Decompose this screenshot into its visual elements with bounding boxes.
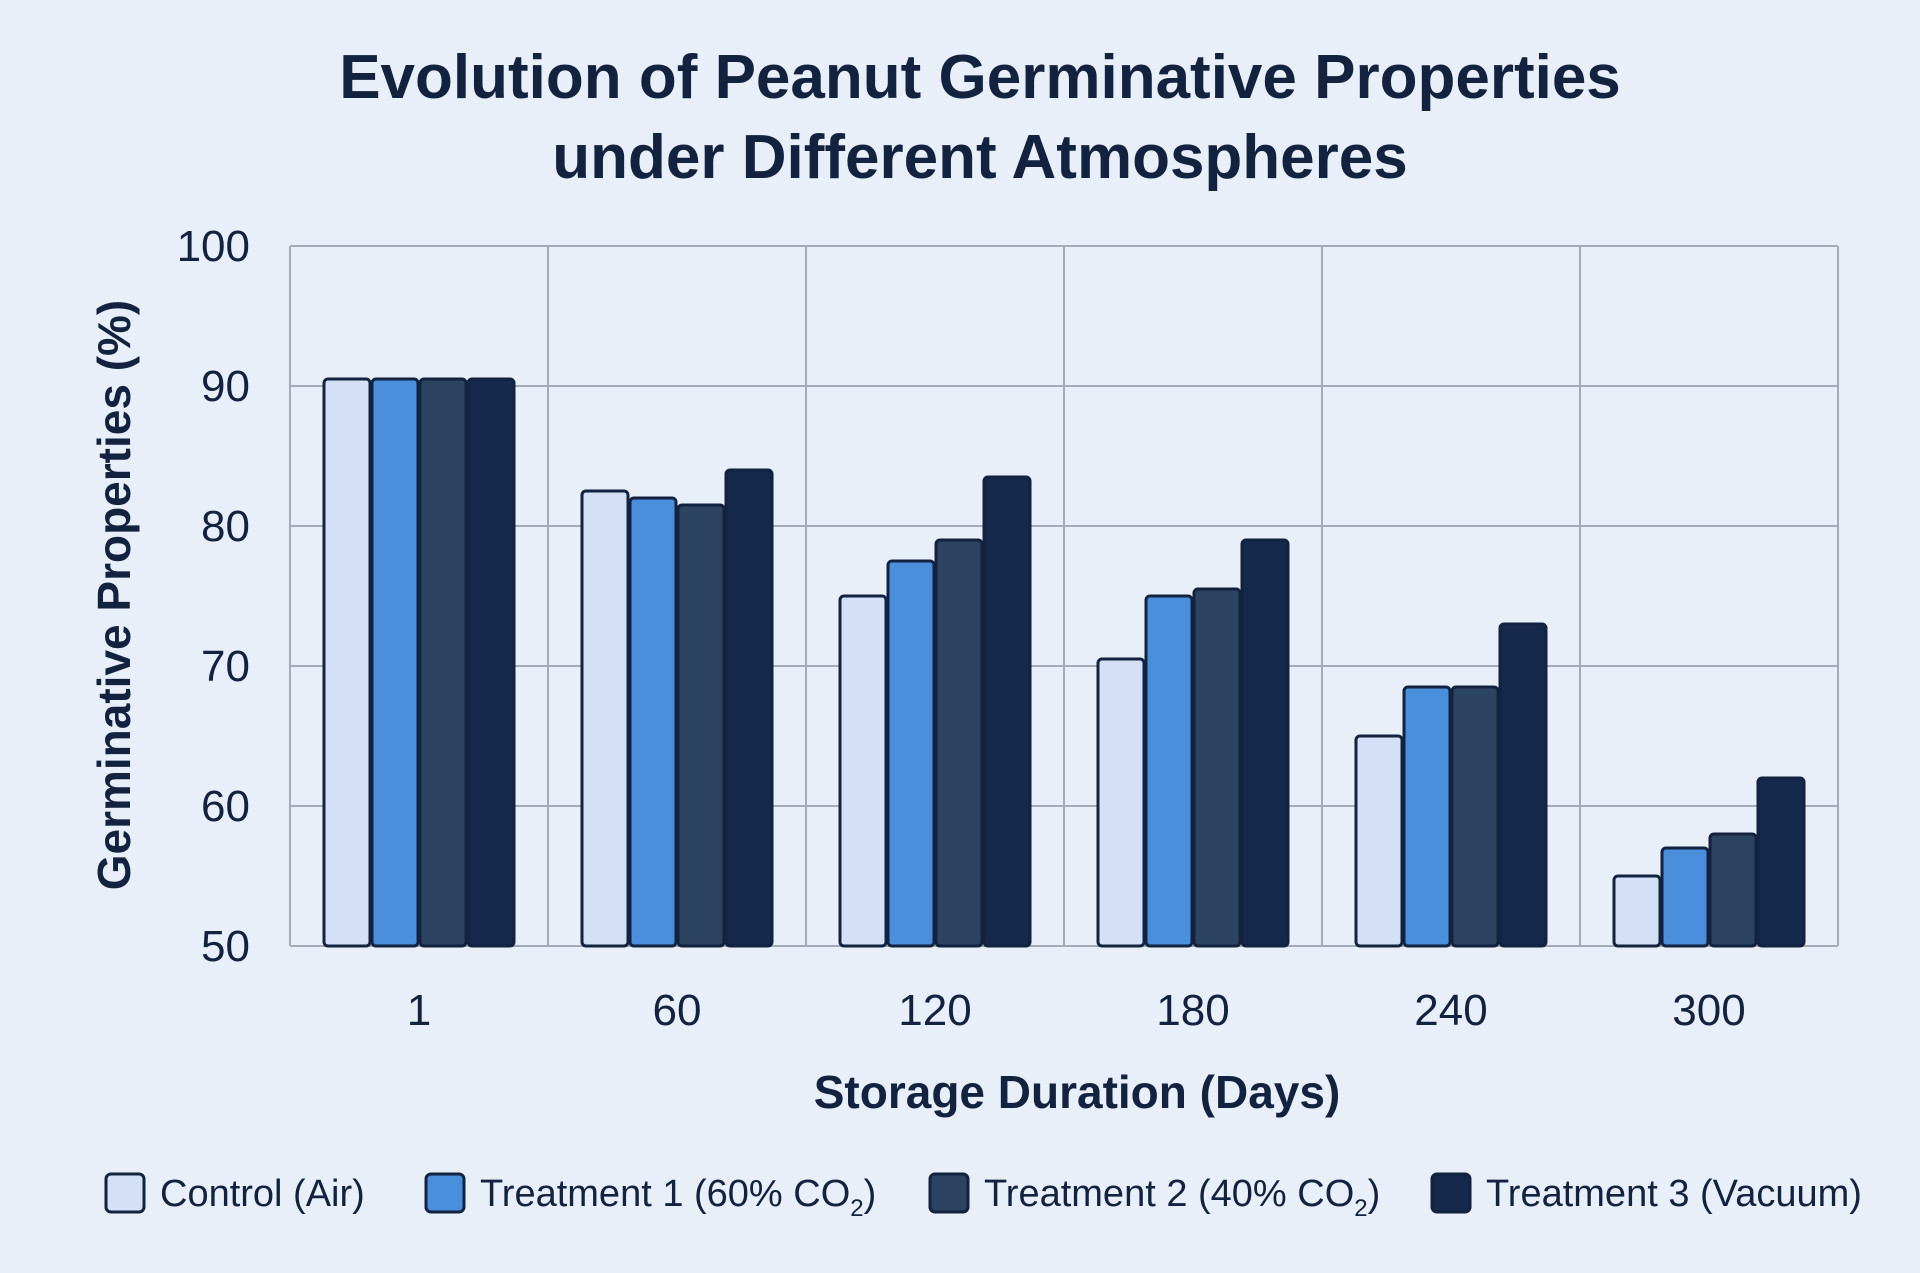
chart-title-line-1: Evolution of Peanut Germinative Properti…: [339, 43, 1621, 112]
legend-swatch: [1430, 1172, 1472, 1214]
x-tick-label: 180: [1156, 986, 1229, 1035]
bar: [838, 594, 888, 948]
y-tick-label: 80: [201, 502, 250, 551]
grid-layer: [289, 245, 1839, 947]
legend-label: Treatment 2 (40% CO2): [984, 1173, 1380, 1222]
bar: [1450, 685, 1500, 948]
x-tick-label: 1: [407, 986, 431, 1035]
legend-label-tail: ): [1368, 1173, 1381, 1215]
bar: [322, 377, 372, 948]
legend-label-subscript: 2: [850, 1195, 863, 1222]
legend-label: Treatment 3 (Vacuum): [1486, 1173, 1862, 1215]
bar: [676, 503, 726, 948]
bar: [1096, 657, 1146, 948]
y-tick-label: 70: [201, 642, 250, 691]
legend-swatch: [928, 1172, 970, 1214]
bar: [1402, 685, 1452, 948]
legend-label-text: Treatment 2 (40% CO: [984, 1173, 1354, 1215]
bar: [580, 489, 630, 948]
legend-label-text: Treatment 3 (Vacuum): [1486, 1173, 1862, 1215]
y-tick-label: 60: [201, 782, 250, 831]
y-ticks-layer: 50 60 70 80 90 100: [177, 222, 250, 971]
legend-item: Treatment 2 (40% CO2): [928, 1172, 1380, 1222]
legend-label: Treatment 1 (60% CO2): [480, 1173, 876, 1222]
bar: [1660, 846, 1710, 948]
bar: [934, 538, 984, 948]
y-tick-label: 50: [201, 922, 250, 971]
legend-label-text: Treatment 1 (60% CO: [480, 1173, 850, 1215]
x-tick-label: 300: [1672, 986, 1745, 1035]
legend-label: Control (Air): [160, 1173, 365, 1215]
bar: [1498, 622, 1548, 948]
bars-layer: [322, 377, 1806, 948]
legend-label-tail: ): [864, 1173, 877, 1215]
y-tick-label: 90: [201, 362, 250, 411]
bar: [1240, 538, 1290, 948]
bar: [1612, 874, 1662, 948]
bar: [370, 377, 420, 948]
legend-label-text: Control (Air): [160, 1173, 365, 1215]
bar: [982, 475, 1032, 948]
bar: [1144, 594, 1194, 948]
bar: [1708, 832, 1758, 948]
legend-label-subscript: 2: [1354, 1195, 1367, 1222]
legend-swatch: [424, 1172, 466, 1214]
legend-item: Control (Air): [104, 1172, 365, 1215]
bar: [886, 559, 936, 948]
x-tick-label: 240: [1414, 986, 1487, 1035]
legend-swatch: [104, 1172, 146, 1214]
bar: [466, 377, 516, 948]
y-tick-label: 100: [177, 222, 250, 271]
x-tick-label: 120: [898, 986, 971, 1035]
legend-item: Treatment 1 (60% CO2): [424, 1172, 876, 1222]
legend-item: Treatment 3 (Vacuum): [1430, 1172, 1862, 1215]
x-tick-label: 60: [653, 986, 702, 1035]
bar: [628, 496, 678, 948]
bar: [1192, 587, 1242, 948]
legend: Control (Air) Treatment 1 (60% CO2) Treatm…: [104, 1172, 1862, 1222]
chart-title-line-2: under Different Atmospheres: [552, 123, 1408, 192]
bar: [1756, 776, 1806, 948]
bar: [1354, 734, 1404, 948]
y-axis-title: Germinative Properties (%): [88, 300, 140, 891]
bar: [418, 377, 468, 948]
x-axis-title: Storage Duration (Days): [814, 1066, 1341, 1118]
x-ticks-layer: 1 60 120 180 240 300: [407, 986, 1746, 1035]
bar: [724, 468, 774, 948]
